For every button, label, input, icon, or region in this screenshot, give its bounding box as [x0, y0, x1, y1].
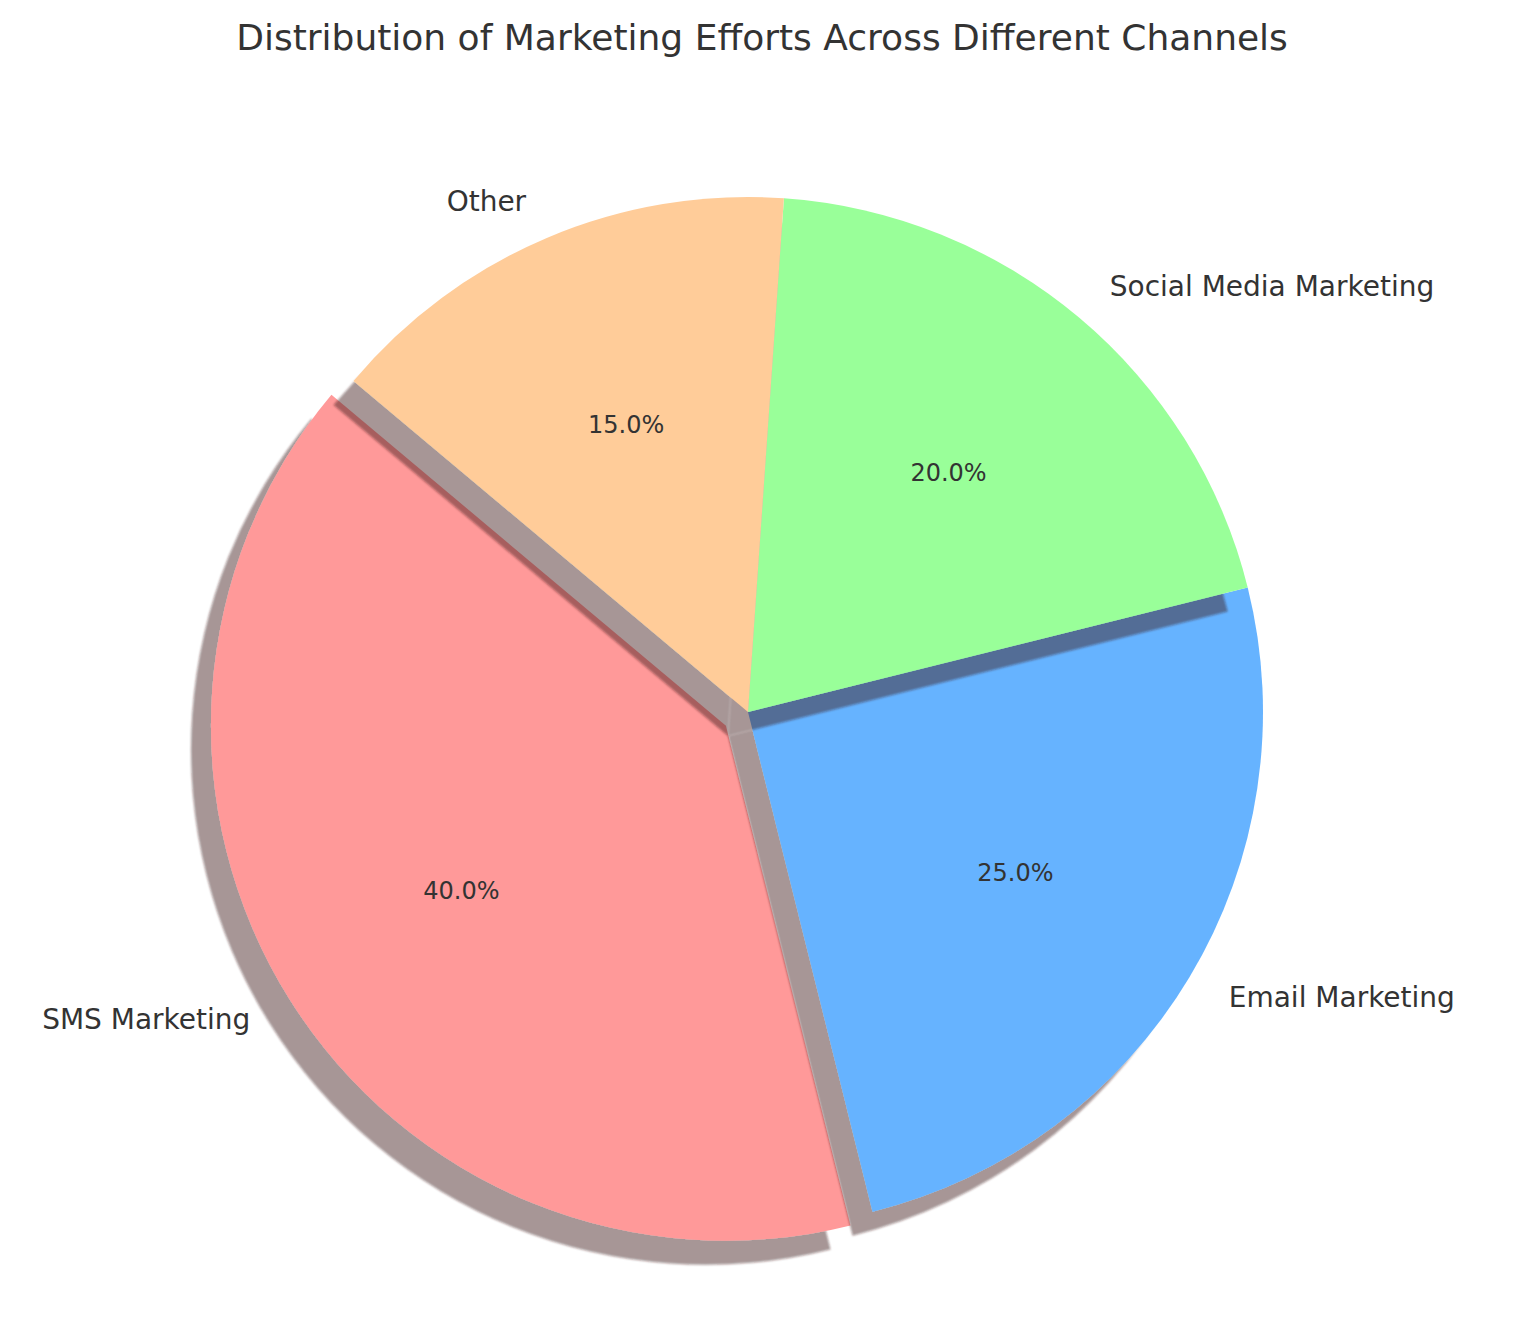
- svg-text:Email Marketing: Email Marketing: [1229, 981, 1455, 1014]
- svg-text:20.0%: 20.0%: [910, 459, 986, 487]
- svg-text:SMS Marketing: SMS Marketing: [42, 1003, 250, 1036]
- svg-text:40.0%: 40.0%: [423, 877, 499, 905]
- svg-text:25.0%: 25.0%: [977, 859, 1053, 887]
- svg-text:Other: Other: [447, 185, 527, 218]
- svg-text:Distribution of Marketing Effo: Distribution of Marketing Efforts Across…: [236, 17, 1288, 58]
- svg-text:Social Media Marketing: Social Media Marketing: [1110, 270, 1434, 303]
- svg-text:15.0%: 15.0%: [588, 411, 664, 439]
